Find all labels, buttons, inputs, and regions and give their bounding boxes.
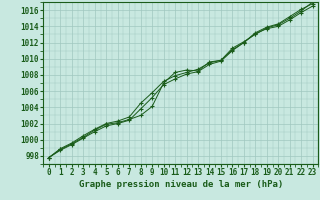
X-axis label: Graphe pression niveau de la mer (hPa): Graphe pression niveau de la mer (hPa) <box>79 180 283 189</box>
